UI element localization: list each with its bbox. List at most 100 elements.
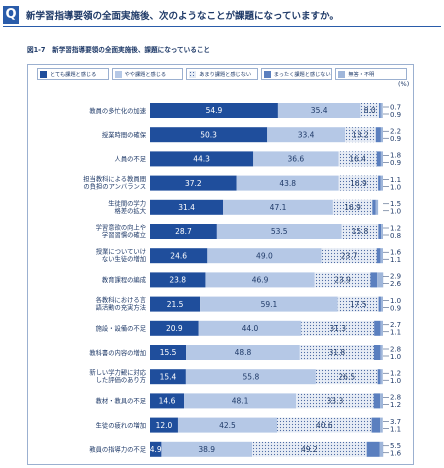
bar-segment bbox=[223, 199, 333, 215]
category-label: 担当教科による教員間の負担のアンバランス bbox=[83, 174, 146, 191]
category-label: 教材・教具の不足 bbox=[96, 396, 147, 405]
data-label: 2.9 bbox=[390, 273, 401, 281]
bar-segment bbox=[380, 296, 383, 312]
data-label: 2.6 bbox=[390, 280, 402, 288]
bar-segment bbox=[299, 345, 374, 360]
data-label: 31.4 bbox=[178, 203, 195, 212]
legend-label: やや課題と感じる bbox=[124, 71, 167, 78]
bar-segment bbox=[338, 151, 377, 167]
data-label: 1.0 bbox=[390, 353, 401, 361]
data-label: 12.0 bbox=[156, 421, 173, 430]
bar-segment bbox=[377, 369, 381, 385]
bar-segment bbox=[205, 272, 315, 288]
data-label: 1.1 bbox=[390, 256, 401, 264]
bar-segment bbox=[370, 272, 378, 288]
data-label: 16.4 bbox=[349, 155, 366, 164]
data-label: 16.9 bbox=[344, 203, 361, 212]
data-label: 2.8 bbox=[390, 394, 401, 402]
data-label: 13.2 bbox=[352, 130, 369, 139]
bar-segment bbox=[373, 345, 381, 360]
bar-segment bbox=[374, 320, 381, 336]
question-text: 新学習指導要領の全面実施後、次のようなことが課題になっていますか。 bbox=[26, 11, 339, 22]
data-label: 48.1 bbox=[232, 397, 249, 406]
bar-segment bbox=[216, 224, 342, 239]
data-label: 28.7 bbox=[175, 227, 192, 236]
legend-swatch bbox=[189, 70, 197, 78]
bar-segment bbox=[375, 127, 381, 143]
category-label: 教育課程の編成 bbox=[102, 275, 147, 284]
bar-segment bbox=[380, 151, 383, 167]
legend-label: あまり課題と感じない bbox=[199, 71, 252, 78]
bar-segment bbox=[150, 224, 217, 239]
data-label: 31.3 bbox=[329, 324, 346, 333]
data-label: 8.0 bbox=[364, 106, 376, 115]
bar-segment bbox=[380, 175, 383, 191]
bar-segment bbox=[200, 296, 338, 312]
unit-label: (%) bbox=[398, 80, 410, 88]
bar-segment bbox=[338, 175, 379, 191]
bar-segment bbox=[379, 441, 384, 457]
category-label: 生徒間の学力格差の拡大 bbox=[108, 198, 146, 215]
data-label: 36.6 bbox=[288, 155, 305, 164]
category-label: 教科書の内容の増加 bbox=[89, 348, 146, 357]
bar-segment bbox=[150, 199, 224, 215]
bar-segment bbox=[296, 393, 374, 409]
data-label: 1.6 bbox=[390, 249, 402, 257]
data-label: 43.8 bbox=[279, 179, 296, 188]
bar-segment bbox=[161, 441, 253, 457]
question-badge: Q bbox=[3, 6, 19, 24]
category-label: 学習意欲の向上や学習習慣の確立 bbox=[96, 223, 146, 240]
legend-swatch bbox=[263, 70, 271, 78]
data-label: 0.9 bbox=[390, 135, 401, 143]
data-label: 1.1 bbox=[390, 329, 401, 337]
data-label: 50.3 bbox=[200, 130, 217, 139]
data-label: 26.5 bbox=[338, 372, 355, 381]
bar-segment bbox=[372, 199, 376, 215]
bar-segment bbox=[301, 320, 375, 336]
legend-swatch bbox=[114, 70, 122, 78]
category-label: 各教科における言語活動の充実方法 bbox=[96, 295, 146, 312]
data-label: 55.8 bbox=[243, 372, 260, 381]
data-label: 23.9 bbox=[334, 276, 351, 285]
data-label: 44.3 bbox=[193, 155, 210, 164]
bar-segment bbox=[332, 199, 373, 215]
data-label: 42.5 bbox=[219, 421, 236, 430]
bar-segment bbox=[341, 224, 379, 239]
bar-segment bbox=[186, 345, 300, 360]
data-label: 59.1 bbox=[261, 300, 278, 309]
legend-item: とても課題と感じる bbox=[37, 68, 109, 80]
figure-title: 図1-7 新学習指導要領の全面実施後、課題になっていること bbox=[27, 46, 211, 54]
data-label: 49.2 bbox=[301, 445, 318, 454]
data-label: 16.9 bbox=[350, 179, 367, 188]
data-label: 1.2 bbox=[390, 224, 401, 232]
data-label: 53.5 bbox=[271, 227, 288, 236]
bar-segment bbox=[376, 248, 381, 264]
bar-segment bbox=[150, 103, 278, 118]
bar-segment bbox=[276, 417, 372, 433]
data-label: 38.9 bbox=[198, 445, 215, 454]
data-label: 44.0 bbox=[242, 324, 259, 333]
bar-segment bbox=[150, 441, 162, 457]
bar-segment bbox=[150, 320, 199, 336]
bar-segment bbox=[207, 248, 322, 264]
chart-frame bbox=[27, 64, 414, 465]
bar-segment bbox=[360, 103, 380, 118]
data-label: 23.8 bbox=[169, 276, 186, 285]
bar-segment bbox=[380, 417, 383, 433]
data-label: 1.0 bbox=[390, 183, 401, 191]
bar-segment bbox=[337, 296, 379, 312]
data-label: 49.0 bbox=[256, 251, 273, 260]
bar-segment bbox=[185, 369, 316, 385]
bar-segment bbox=[177, 417, 277, 433]
bar-segment bbox=[366, 441, 380, 457]
bar-segment bbox=[314, 272, 371, 288]
bar-segment bbox=[198, 320, 302, 336]
data-label: 21.5 bbox=[167, 300, 184, 309]
legend-label: とても課題と感じる bbox=[50, 71, 97, 78]
data-label: 33.3 bbox=[327, 397, 344, 406]
data-label: 0.7 bbox=[390, 103, 401, 111]
category-label: 授業時間の確保 bbox=[102, 130, 147, 139]
bar-segment bbox=[150, 417, 178, 433]
bar-segment bbox=[378, 296, 381, 312]
header-rule bbox=[3, 26, 441, 27]
